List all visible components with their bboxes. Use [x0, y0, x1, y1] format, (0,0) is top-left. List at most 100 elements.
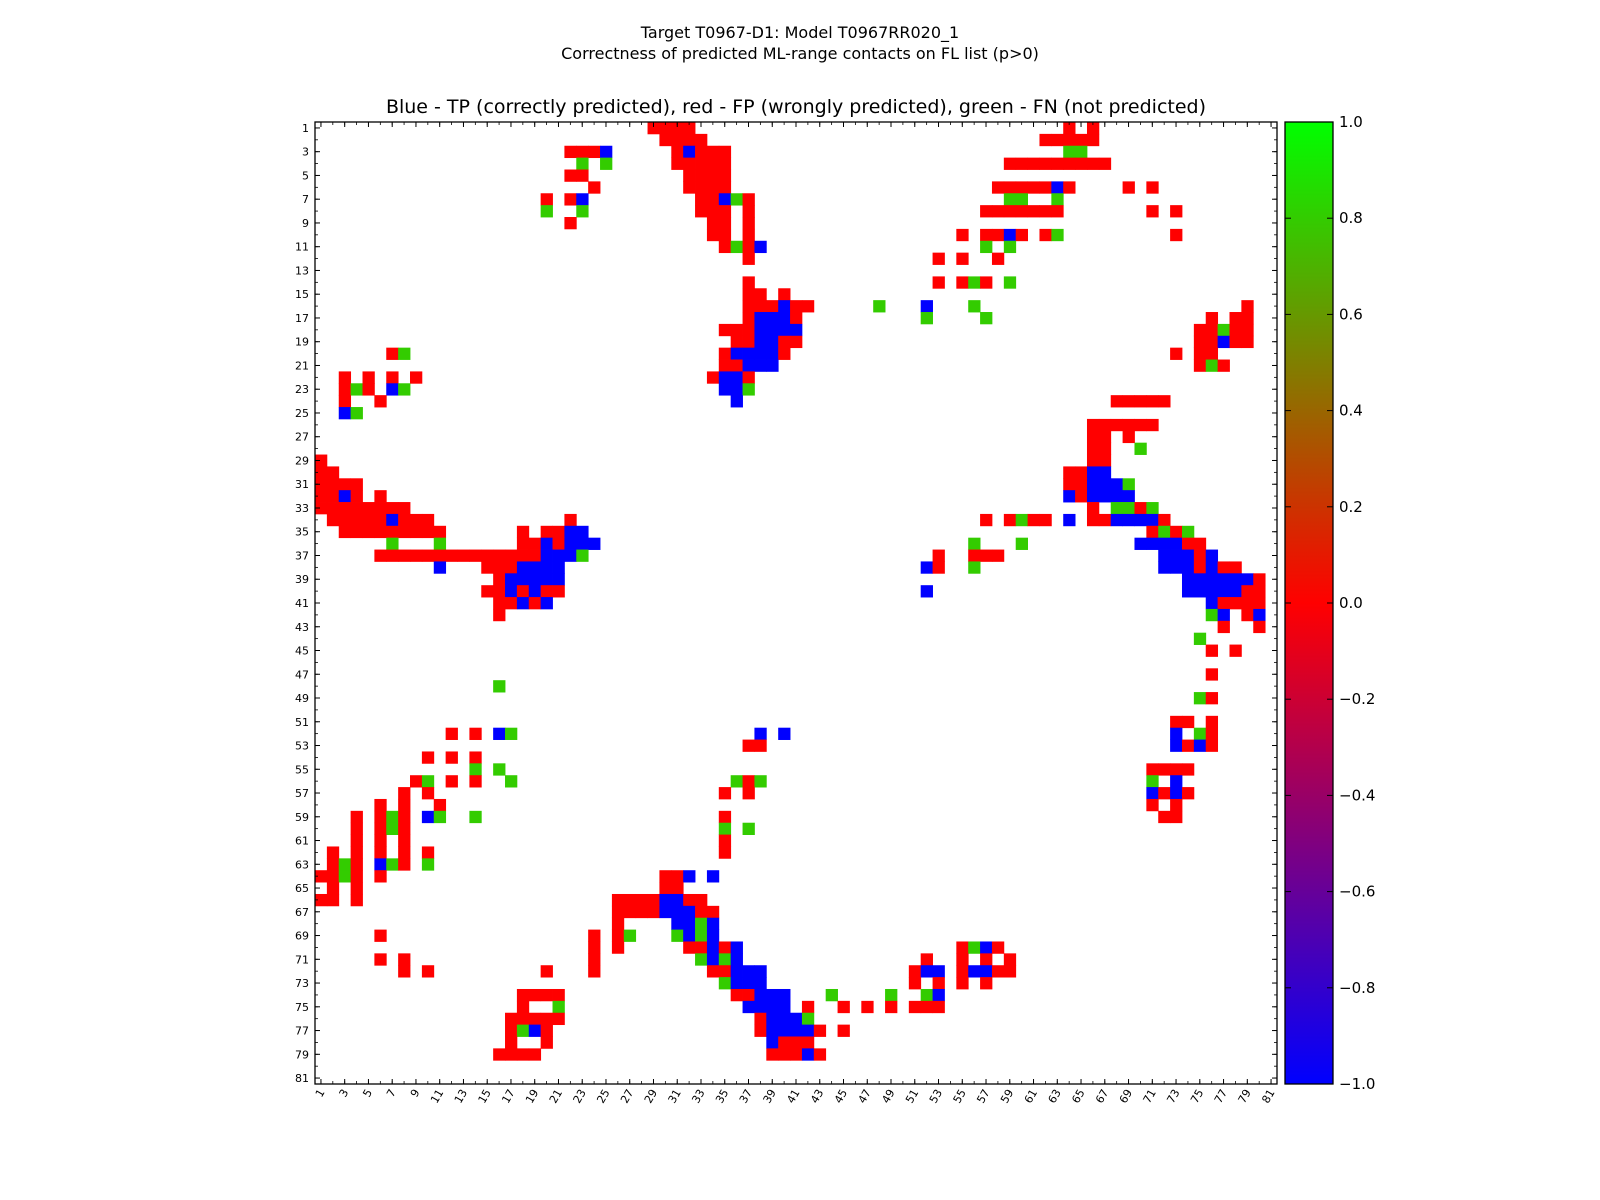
heatmap-cell-fn	[1193, 632, 1207, 645]
heatmap-cell-fp	[991, 252, 1005, 265]
heatmap-cell-tp	[1217, 573, 1230, 586]
heatmap-cell-fp	[1229, 323, 1242, 337]
heatmap-cell-fp	[552, 585, 565, 598]
heatmap-cell-fp	[410, 775, 423, 788]
heatmap-cell-fp	[611, 893, 625, 907]
heatmap-cell-tp	[766, 988, 779, 1002]
heatmap-cell-fn	[1158, 525, 1171, 539]
heatmap-cell-fp	[1170, 798, 1183, 812]
heatmap-cell-fp	[386, 549, 399, 562]
y-tick-label: 5	[302, 169, 309, 182]
heatmap-cell-tp	[766, 312, 779, 325]
heatmap-cell-tp	[778, 988, 791, 1002]
heatmap-cell-fp	[730, 323, 743, 337]
heatmap-cell-fp	[647, 893, 660, 907]
heatmap-cell-fp	[374, 846, 387, 859]
heatmap-cell-fp	[481, 585, 494, 598]
heatmap-cell-fn	[516, 1024, 530, 1037]
colorbar-tick-label: 1.0	[1339, 113, 1363, 131]
heatmap-cell-fp	[790, 300, 803, 313]
heatmap-cell-fp	[1015, 181, 1028, 194]
heatmap-cell-fp	[683, 133, 696, 147]
heatmap-cell-tp	[1098, 490, 1112, 503]
y-tick-label: 47	[295, 668, 309, 681]
heatmap-cell-fp	[754, 1012, 767, 1026]
heatmap-cell-tp	[671, 905, 684, 919]
heatmap-cell-fp	[718, 157, 732, 170]
heatmap-cell-fp	[1051, 157, 1064, 170]
heatmap-cell-fp	[695, 905, 708, 919]
heatmap-cell-fp	[932, 977, 945, 990]
heatmap-cell-fp	[374, 822, 387, 835]
heatmap-cell-fp	[1051, 205, 1064, 218]
heatmap-cell-fp	[718, 323, 732, 337]
heatmap-cell-fp	[718, 846, 732, 859]
x-tick-label: 47	[856, 1087, 874, 1106]
axis-ticks: 1133557799111113131515171719192121232325…	[295, 122, 1278, 1106]
x-tick-label: 15	[476, 1087, 494, 1106]
plot-frame	[314, 121, 1278, 1085]
y-tick-label: 25	[295, 407, 309, 420]
heatmap-cell-fp	[326, 490, 340, 503]
heatmap-cell-fp	[1039, 133, 1052, 147]
heatmap-cell-fp	[1063, 181, 1076, 194]
heatmap-cell-tp	[1170, 549, 1183, 562]
heatmap-cell-fn	[1122, 502, 1135, 515]
heatmap-cell-fn	[338, 858, 352, 871]
heatmap-cell-tp	[1205, 573, 1219, 586]
heatmap-cell-fp	[540, 988, 553, 1002]
x-tick-label: 69	[1117, 1087, 1135, 1106]
heatmap-cell-tp	[338, 407, 352, 420]
y-tick-label: 37	[295, 549, 309, 562]
heatmap-cell-tp	[1217, 608, 1230, 622]
heatmap-cell-fp	[374, 798, 387, 812]
y-tick-label: 43	[295, 621, 309, 634]
heatmap-cell-fp	[540, 193, 553, 206]
heatmap-cell-fn	[885, 988, 898, 1002]
heatmap-cell-fp	[695, 893, 708, 907]
x-tick-label: 45	[832, 1087, 850, 1106]
heatmap-cell-fp	[1205, 347, 1219, 360]
heatmap-cell-fn	[493, 680, 506, 693]
heatmap-cell-fn	[1003, 193, 1017, 206]
heatmap-cell-fp	[742, 300, 755, 313]
heatmap-cell-fp	[778, 347, 791, 360]
heatmap-cell-fp	[790, 312, 803, 325]
heatmap-cell-fp	[695, 193, 708, 206]
y-tick-label: 79	[295, 1048, 309, 1061]
heatmap-cell-fp	[398, 513, 411, 527]
heatmap-cell-fp	[1158, 810, 1171, 824]
heatmap-cell-fp	[718, 834, 732, 847]
heatmap-cell-fp	[516, 1012, 530, 1026]
heatmap-cell-fp	[350, 525, 363, 539]
x-tick-label: 29	[642, 1087, 660, 1106]
y-tick-label: 13	[295, 264, 309, 277]
heatmap-cell-fp	[1086, 133, 1100, 147]
heatmap-cell-fp	[552, 537, 565, 550]
heatmap-cell-fp	[908, 965, 922, 978]
heatmap-cell-tp	[980, 965, 993, 978]
heatmap-cell-fp	[1027, 157, 1040, 170]
heatmap-cell-fp	[326, 513, 340, 527]
heatmap-cell-tp	[1229, 585, 1242, 598]
heatmap-cell-tp	[1170, 561, 1183, 574]
x-tick-label: 63	[1046, 1087, 1064, 1106]
x-tick-label: 27	[618, 1087, 636, 1106]
heatmap-cell-fp	[516, 525, 530, 539]
heatmap-cell-fp	[350, 846, 363, 859]
heatmap-cell-fn	[801, 1012, 815, 1026]
heatmap-cell-fn	[623, 929, 637, 942]
heatmap-cell-fp	[754, 739, 767, 752]
heatmap-cell-fp	[683, 941, 696, 954]
heatmap-cell-fp	[706, 145, 720, 159]
heatmap-cell-fp	[1205, 668, 1219, 681]
heatmap-cell-fp	[706, 228, 720, 242]
heatmap-cell-fp	[611, 941, 625, 954]
heatmap-cell-fn	[718, 977, 732, 990]
heatmap-cell-fn	[980, 240, 993, 254]
heatmap-cell-fp	[564, 145, 577, 159]
heatmap-cell-fp	[730, 988, 743, 1002]
heatmap-cell-fp	[1075, 466, 1088, 479]
heatmap-cell-tp	[742, 977, 755, 990]
heatmap-cell-fp	[1086, 122, 1100, 135]
